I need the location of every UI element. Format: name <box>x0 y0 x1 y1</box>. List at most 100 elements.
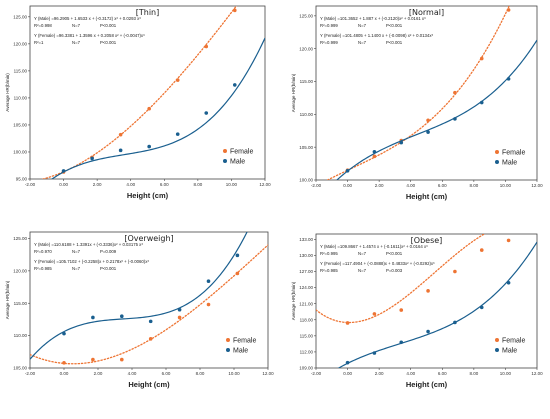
equation-male: Y (Male) =109.8667 + 1.4574 x + (-0.1611… <box>320 244 428 249</box>
equation-stat: N=7 <box>72 40 81 45</box>
equation-stat: P<0.001 <box>386 40 403 45</box>
y-tick-label: 105.00 <box>13 366 27 371</box>
x-tick-label: 4.00 <box>406 183 415 188</box>
data-point-female <box>479 248 484 252</box>
x-tick-label: 12.00 <box>531 371 543 376</box>
chart-panel-1: [Normal]Y (Male) =101.3652 + 1.887 x + (… <box>291 5 543 201</box>
data-point-male <box>453 117 457 121</box>
legend-marker-male <box>495 348 499 352</box>
y-tick-label: 110.00 <box>300 112 314 117</box>
legend-marker-female <box>226 338 230 342</box>
data-point-female <box>206 302 211 307</box>
y-tick-label: 120.00 <box>299 46 313 51</box>
x-tick-label: 10.00 <box>500 183 512 188</box>
fit-curve-female <box>326 6 510 180</box>
y-tick-label: 100.00 <box>299 178 313 183</box>
legend-label-female: Female <box>502 149 525 156</box>
equation-stat: R²=0.998 <box>34 23 52 28</box>
data-point-female <box>91 357 95 362</box>
data-point-female <box>147 106 151 111</box>
x-tick-label: 12.00 <box>262 371 274 376</box>
y-tick-label: 109.00 <box>299 366 313 371</box>
data-point-female <box>177 315 182 320</box>
y-tick-label: 120.00 <box>13 268 27 273</box>
x-tick-label: 2.00 <box>375 183 384 188</box>
data-point-female <box>506 238 511 243</box>
x-tick-label: 10.00 <box>226 182 238 187</box>
equation-stat: N=7 <box>358 23 367 28</box>
legend-label-male: Male <box>230 158 245 165</box>
data-point-female <box>345 321 350 325</box>
equation-male: Y (Male) =110.6188 + 1.3391x + (-0.3336)… <box>34 242 143 247</box>
equation-stat: N=7 <box>358 40 367 45</box>
data-point-female <box>399 308 404 312</box>
legend-label-male: Male <box>233 347 248 354</box>
y-tick-label: 125.00 <box>13 14 27 19</box>
y-tick-label: 133.00 <box>299 237 313 242</box>
x-tick-label: 2.00 <box>94 371 103 376</box>
y-tick-label: 115.00 <box>300 333 314 338</box>
equation-stat: R²=1 <box>34 40 44 45</box>
y-tick-label: 110.00 <box>14 333 28 338</box>
equation-female: Y (Female) =101.4805 + 1.1400 x + (-0.00… <box>320 33 433 38</box>
data-point-male <box>399 340 404 345</box>
equation-female: Y (Female) =105.7102 + (-0.2258)x + 0.21… <box>34 259 149 264</box>
y-axis-label: Average HR(b/min) <box>291 281 296 320</box>
fit-curve-female <box>30 244 268 365</box>
data-point-male <box>62 331 66 336</box>
x-tick-label: 8.00 <box>469 183 478 188</box>
y-tick-label: 118.00 <box>300 317 314 322</box>
equation-stat: N=7 <box>72 266 81 271</box>
data-point-male <box>206 279 211 284</box>
x-tick-label: 2.00 <box>375 371 384 376</box>
equation-stat: R²=0.985 <box>320 268 338 273</box>
equation-stat: P<0.001 <box>386 251 403 256</box>
equation-stat: R²=0.999 <box>320 40 338 45</box>
y-tick-label: 112.00 <box>300 350 314 355</box>
data-point-male <box>175 132 180 136</box>
y-tick-label: 130.00 <box>299 253 313 258</box>
fit-curve-male <box>337 241 537 368</box>
data-point-female <box>426 289 430 293</box>
x-tick-label: -2.00 <box>25 371 36 376</box>
data-point-male <box>453 320 457 325</box>
x-tick-label: -2.00 <box>311 183 322 188</box>
legend-marker-male <box>495 160 499 164</box>
y-axis-label: Average HR(b/min) <box>5 73 10 112</box>
x-tick-label: 0.00 <box>59 182 68 187</box>
y-tick-label: 105.00 <box>299 145 313 150</box>
equation-stat: N=7 <box>72 249 81 254</box>
chart-title: [Normal] <box>409 8 444 17</box>
y-tick-label: 120.00 <box>13 41 27 46</box>
y-tick-label: 95.00 <box>16 177 28 182</box>
x-tick-label: 2.00 <box>93 182 102 187</box>
legend-marker-female <box>495 150 499 154</box>
equation-stat: R²=0.985 <box>34 266 52 271</box>
equation-stat: N=7 <box>358 268 367 273</box>
x-tick-label: 0.00 <box>343 371 352 376</box>
chart-title: [Obese] <box>411 236 443 245</box>
equation-stat: P=0.003 <box>386 268 403 273</box>
x-tick-label: 0.00 <box>343 183 352 188</box>
equation-stat: P<0.001 <box>100 266 117 271</box>
data-point-male <box>506 77 511 81</box>
x-tick-label: 8.00 <box>196 371 205 376</box>
data-point-male <box>148 319 153 324</box>
data-point-male <box>345 360 350 365</box>
x-tick-label: 8.00 <box>469 371 478 376</box>
legend-label-male: Male <box>502 347 517 354</box>
equation-stat: R²=0.995 <box>320 251 338 256</box>
data-point-male <box>426 130 430 134</box>
equation-stat: N=7 <box>72 23 81 28</box>
equation-stat: P<0.001 <box>100 23 117 28</box>
equation-stat: R²=0.970 <box>34 249 52 254</box>
x-tick-label: 4.00 <box>406 371 415 376</box>
equation-male: Y (Male) =96.2905 + 1.6533 x + (-0.3172)… <box>34 16 141 21</box>
y-tick-label: 124.00 <box>299 285 313 290</box>
data-point-male <box>479 100 484 105</box>
y-tick-label: 110.00 <box>14 96 28 101</box>
x-tick-label: -2.00 <box>311 371 322 376</box>
plot-frame <box>29 5 266 180</box>
data-point-male <box>232 83 237 87</box>
